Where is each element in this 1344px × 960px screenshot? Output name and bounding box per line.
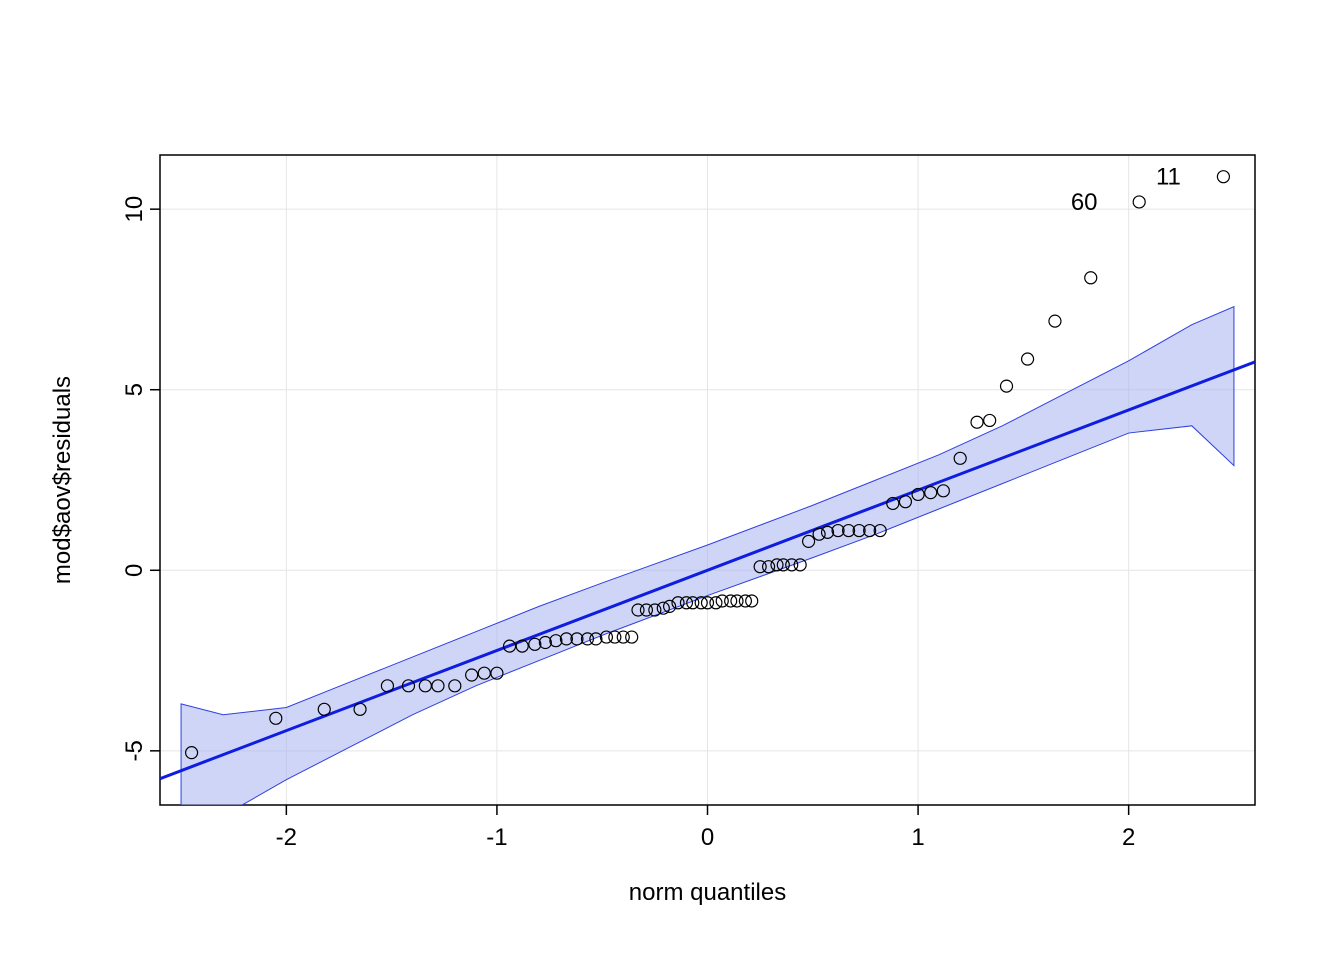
x-tick-label: -2	[276, 824, 297, 851]
x-tick-label: 2	[1122, 824, 1135, 851]
y-tick-label: 10	[121, 196, 148, 223]
point-label: 60	[1071, 189, 1098, 216]
data-point	[1001, 380, 1013, 392]
y-axis-label: mod$aov$residuals	[49, 376, 76, 584]
x-tick-label: 1	[911, 824, 924, 851]
y-tick-label: 5	[121, 383, 148, 396]
point-label: 11	[1156, 164, 1181, 191]
data-point	[626, 631, 638, 643]
data-point	[1085, 272, 1097, 284]
data-point	[1133, 196, 1145, 208]
y-tick-label: 0	[121, 564, 148, 577]
x-tick-label: -1	[486, 824, 507, 851]
data-point	[984, 414, 996, 426]
qq-plot-container: 60 11 -2 -1 0 1 2 -5 0 5 10 norm quantiles mod$aov$r…	[0, 0, 1344, 960]
qq-plot-svg: 60 11 -2 -1 0 1 2 -5 0 5 10 norm quantiles mod$aov$r…	[0, 0, 1344, 960]
data-point	[1049, 315, 1061, 327]
data-point	[1217, 171, 1229, 183]
data-point	[971, 416, 983, 428]
x-tick-label: 0	[701, 824, 714, 851]
data-point	[1022, 353, 1034, 365]
x-axis-label: norm quantiles	[629, 879, 786, 906]
y-tick-label: -5	[121, 740, 148, 761]
